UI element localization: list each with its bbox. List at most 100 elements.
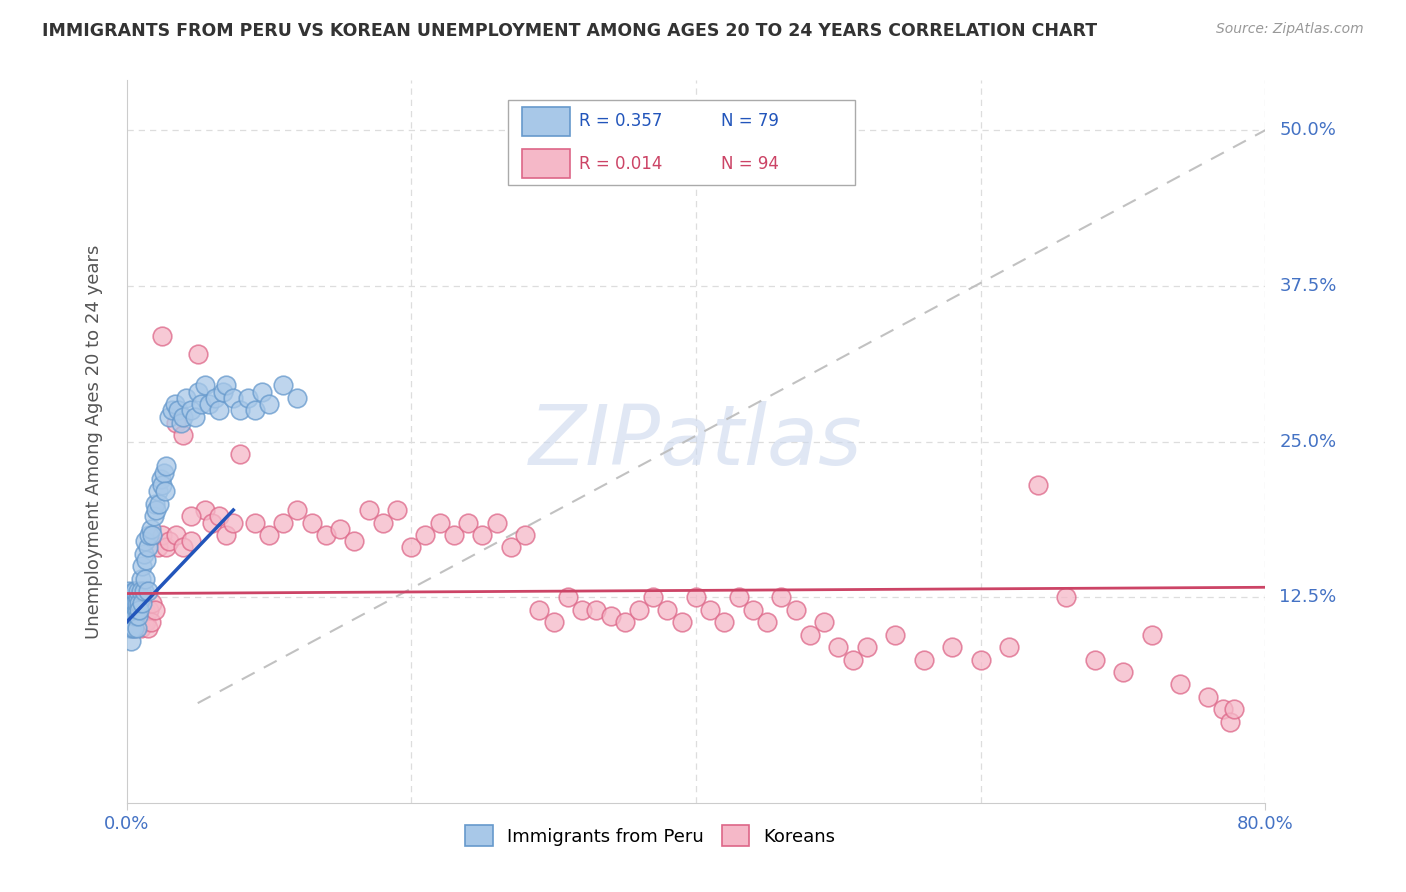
- Point: [194, 378, 217, 392]
- Point: [122, 584, 145, 599]
- Point: [150, 478, 173, 492]
- Point: [229, 447, 252, 461]
- Point: [121, 609, 143, 624]
- Point: [785, 603, 807, 617]
- Point: [121, 615, 143, 630]
- Point: [884, 627, 907, 641]
- FancyBboxPatch shape: [522, 107, 569, 136]
- Point: [941, 640, 963, 654]
- Point: [118, 603, 141, 617]
- Point: [138, 603, 160, 617]
- Point: [125, 597, 148, 611]
- Point: [134, 572, 156, 586]
- Point: [118, 597, 141, 611]
- Point: [457, 516, 479, 530]
- Point: [128, 597, 150, 611]
- Point: [136, 584, 159, 599]
- Point: [271, 378, 294, 392]
- Point: [149, 472, 172, 486]
- Point: [138, 528, 160, 542]
- Point: [727, 591, 749, 605]
- Point: [169, 416, 191, 430]
- Point: [165, 528, 187, 542]
- Point: [124, 597, 146, 611]
- Point: [124, 621, 146, 635]
- Point: [152, 466, 174, 480]
- Point: [176, 391, 198, 405]
- Point: [1168, 677, 1191, 691]
- Point: [120, 597, 142, 611]
- Point: [429, 516, 451, 530]
- Point: [855, 640, 877, 654]
- Point: [756, 615, 779, 630]
- Point: [571, 603, 593, 617]
- Point: [471, 528, 494, 542]
- Text: 25.0%: 25.0%: [1279, 433, 1337, 450]
- Point: [157, 409, 180, 424]
- Point: [143, 497, 166, 511]
- Point: [271, 516, 294, 530]
- Point: [229, 403, 252, 417]
- Point: [371, 516, 394, 530]
- Point: [250, 384, 273, 399]
- Point: [128, 603, 150, 617]
- Point: [129, 584, 152, 599]
- Point: [236, 391, 259, 405]
- Text: Source: ZipAtlas.com: Source: ZipAtlas.com: [1216, 22, 1364, 37]
- Point: [699, 603, 721, 617]
- Point: [287, 503, 309, 517]
- Point: [122, 597, 145, 611]
- Point: [827, 640, 849, 654]
- Point: [157, 534, 180, 549]
- FancyBboxPatch shape: [508, 100, 855, 185]
- Point: [122, 621, 145, 635]
- Point: [215, 378, 238, 392]
- Y-axis label: Unemployment Among Ages 20 to 24 years: Unemployment Among Ages 20 to 24 years: [84, 244, 103, 639]
- Point: [813, 615, 835, 630]
- Point: [132, 615, 155, 630]
- Point: [1084, 652, 1107, 666]
- Point: [121, 603, 143, 617]
- Point: [117, 591, 139, 605]
- Point: [529, 603, 551, 617]
- Text: N = 94: N = 94: [721, 154, 779, 173]
- Point: [122, 603, 145, 617]
- Text: R = 0.357: R = 0.357: [579, 112, 662, 130]
- Point: [146, 541, 169, 555]
- Point: [121, 621, 143, 635]
- Point: [155, 541, 177, 555]
- Point: [287, 391, 309, 405]
- Point: [172, 541, 194, 555]
- Point: [585, 603, 607, 617]
- Point: [243, 516, 266, 530]
- Point: [160, 403, 183, 417]
- Point: [443, 528, 465, 542]
- Text: 50.0%: 50.0%: [1279, 121, 1336, 139]
- Text: ZIPatlas: ZIPatlas: [529, 401, 863, 482]
- Point: [742, 603, 765, 617]
- Point: [401, 541, 423, 555]
- Point: [129, 572, 152, 586]
- Point: [135, 553, 157, 567]
- Point: [998, 640, 1021, 654]
- Point: [613, 615, 636, 630]
- Text: N = 79: N = 79: [721, 112, 779, 130]
- Point: [131, 559, 153, 574]
- Point: [329, 522, 352, 536]
- Point: [222, 391, 245, 405]
- Point: [301, 516, 323, 530]
- Point: [132, 584, 155, 599]
- Legend: Immigrants from Peru, Koreans: Immigrants from Peru, Koreans: [457, 816, 845, 855]
- Point: [145, 503, 167, 517]
- Point: [121, 591, 143, 605]
- Point: [120, 603, 142, 617]
- Point: [799, 627, 821, 641]
- Point: [257, 528, 280, 542]
- Point: [212, 384, 235, 399]
- Point: [912, 652, 935, 666]
- Point: [118, 621, 141, 635]
- Point: [770, 591, 793, 605]
- Point: [128, 597, 150, 611]
- Point: [131, 603, 153, 617]
- Point: [165, 416, 187, 430]
